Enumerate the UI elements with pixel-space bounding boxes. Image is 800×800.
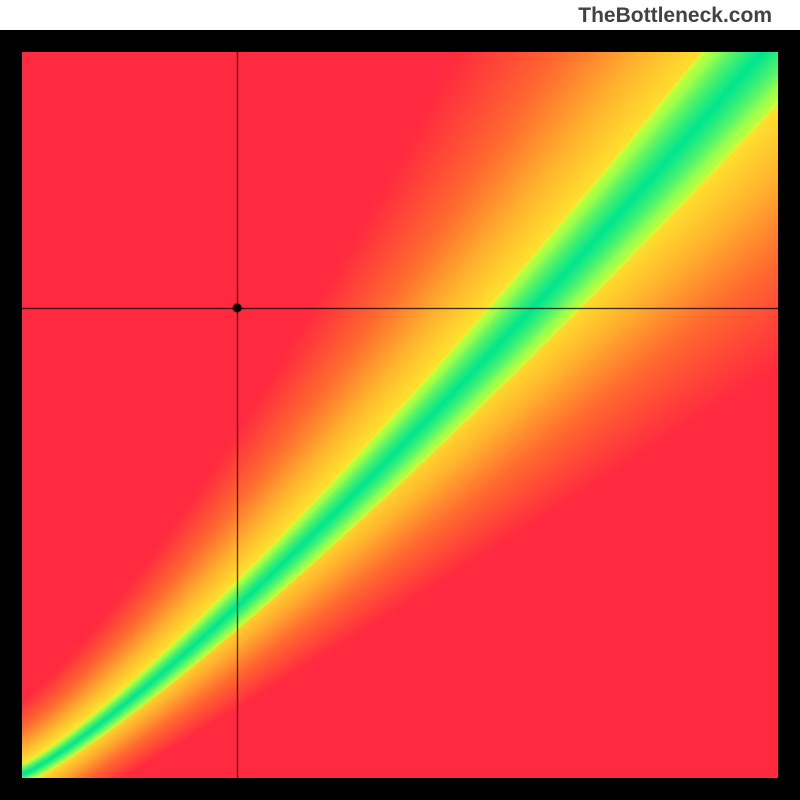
bottleneck-heatmap	[22, 52, 778, 778]
frame-bottom	[0, 778, 800, 800]
frame-top	[0, 30, 800, 52]
frame-left	[0, 30, 22, 800]
attribution-text: TheBottleneck.com	[578, 4, 772, 28]
root: TheBottleneck.com	[0, 0, 800, 800]
frame-right	[778, 30, 800, 800]
